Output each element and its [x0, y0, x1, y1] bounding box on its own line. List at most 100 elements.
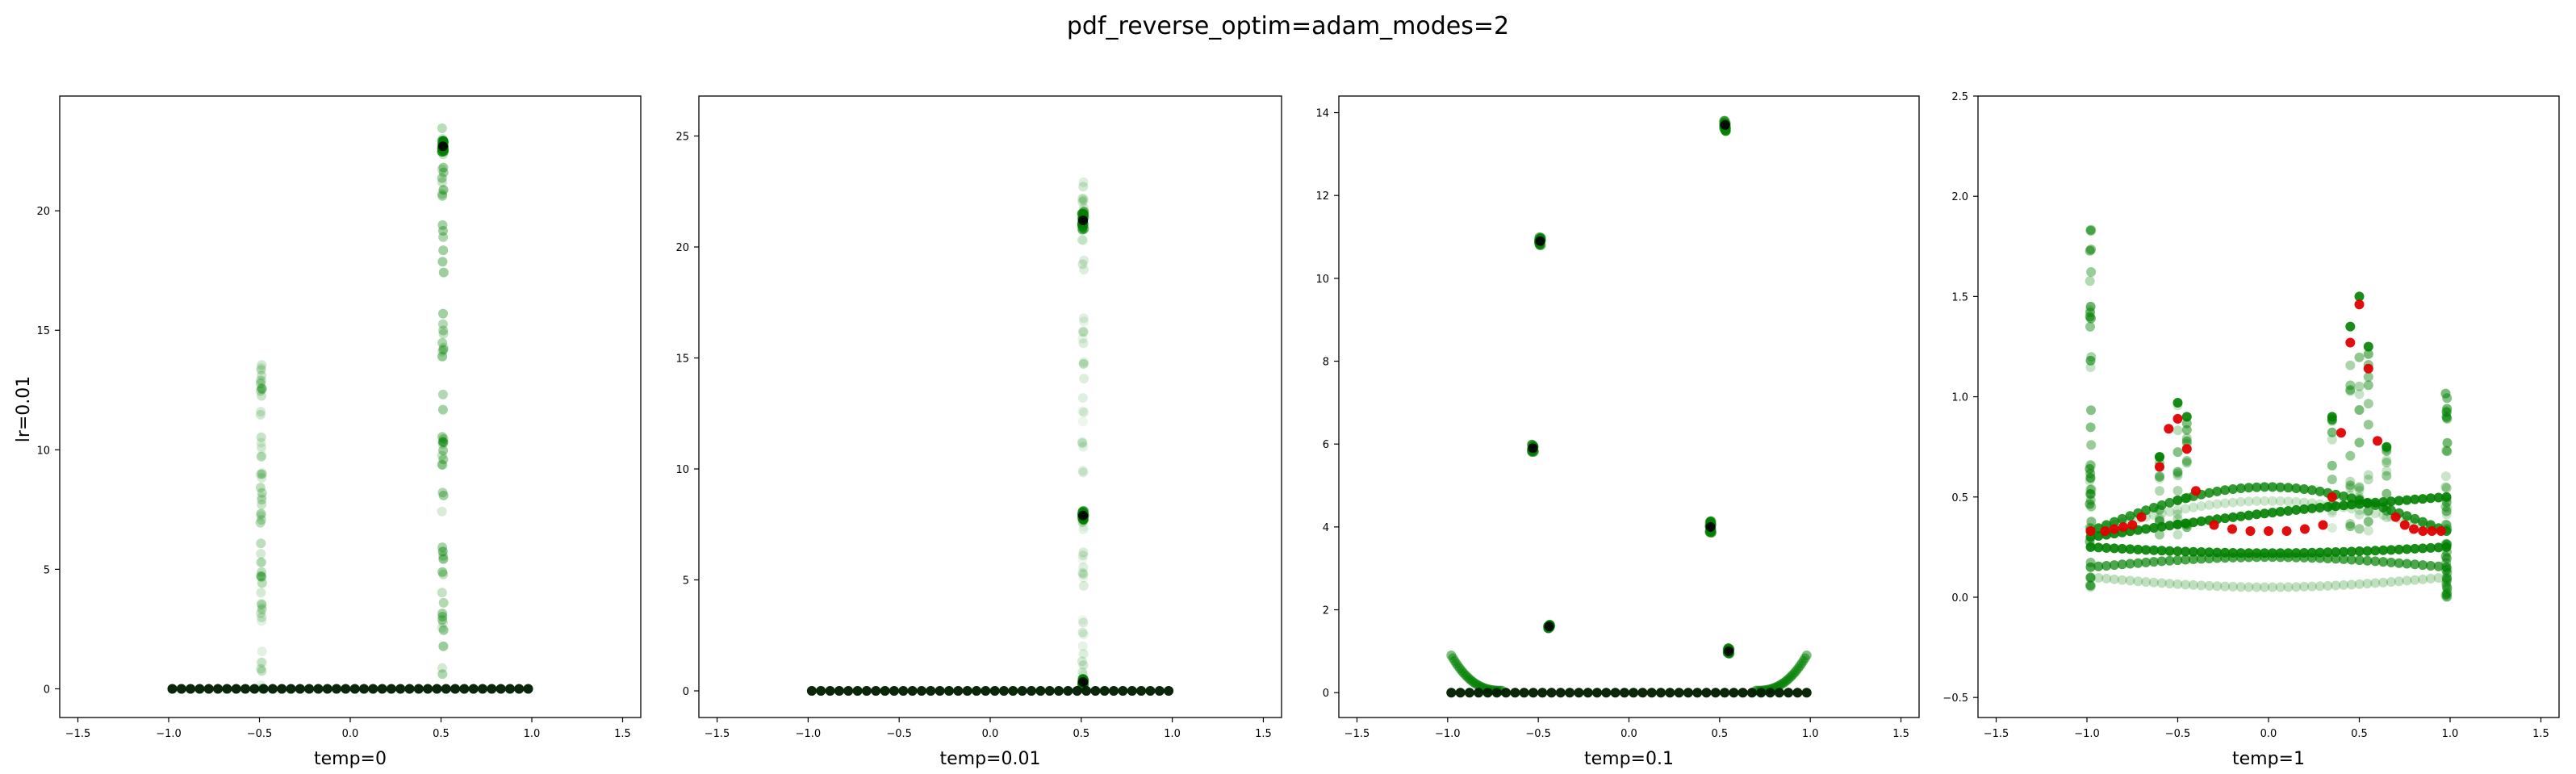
data-point: [2362, 579, 2373, 589]
data-point: [255, 483, 266, 493]
scatter-points: [806, 177, 1174, 696]
data-point: [2378, 497, 2389, 507]
data-point: [2164, 521, 2175, 531]
data-point: [2345, 483, 2356, 493]
data-point: [2410, 494, 2420, 504]
data-point: [2441, 592, 2452, 602]
data-point: [2370, 578, 2381, 588]
final-point: [1665, 688, 1675, 698]
data-point: [2331, 547, 2341, 557]
data-point: [1077, 406, 1088, 416]
data-point: [2148, 577, 2159, 588]
x-tick-label: 1.5: [614, 728, 631, 740]
data-point: [2327, 427, 2337, 437]
data-point: [2244, 510, 2254, 521]
subplot-4: −1.5 −1.0 −0.5 0.0 0.5 1.0 1.5 −0.5 0.0 0.5 1.0 1.5…: [1942, 91, 2560, 769]
data-point: [1077, 438, 1088, 449]
data-point: [2362, 555, 2373, 566]
data-point: [2418, 543, 2428, 554]
data-point: [2440, 551, 2451, 562]
data-point: [2315, 503, 2325, 513]
final-point: [1054, 686, 1064, 696]
data-point: [2227, 552, 2238, 563]
data-point: [1078, 359, 1089, 369]
y-tick-label: 15: [675, 354, 689, 366]
data-point: [2235, 582, 2246, 592]
data-point: [2382, 455, 2392, 465]
final-point: [194, 684, 205, 694]
final-point: [825, 686, 835, 696]
x-tick-label: −1.5: [65, 728, 91, 740]
data-point: [257, 616, 267, 626]
data-point: [437, 542, 448, 553]
data-point: [1078, 236, 1089, 245]
y-tick-label: 25: [675, 132, 689, 144]
x-tick-label: 0.5: [1073, 728, 1089, 740]
data-point: [2181, 554, 2191, 565]
data-point: [2220, 513, 2231, 524]
data-point: [2363, 372, 2373, 382]
data-point: [438, 245, 449, 256]
data-point: [437, 389, 448, 400]
data-point: [2085, 312, 2095, 322]
data-point: [2196, 554, 2206, 564]
data-point: [438, 308, 448, 319]
data-point: [2086, 440, 2097, 450]
data-point: [1078, 562, 1089, 572]
final-point: [437, 141, 448, 152]
data-point: [2148, 545, 2159, 555]
data-point: [255, 375, 266, 386]
data-point: [2172, 425, 2183, 436]
x-tick-label: −1.0: [156, 728, 182, 740]
final-point: [267, 684, 278, 694]
data-point: [2433, 492, 2444, 503]
data-point: [256, 437, 266, 448]
scatter-points: [167, 123, 533, 694]
data-point: [2345, 490, 2356, 500]
data-point: [2346, 554, 2356, 565]
y-tick-label: 0.5: [1951, 492, 1968, 504]
data-point: [2267, 508, 2277, 518]
data-point: [1079, 255, 1089, 266]
data-point: [2354, 381, 2365, 391]
highlight-point: [2155, 462, 2164, 472]
data-point: [256, 657, 266, 667]
data-point: [1077, 416, 1088, 427]
highlight-point: [2318, 520, 2328, 530]
highlight-point: [2164, 424, 2174, 434]
final-point: [852, 686, 863, 696]
final-point: [377, 684, 387, 694]
highlight-point: [2127, 520, 2138, 530]
highlight-point: [2172, 413, 2183, 424]
data-point: [257, 467, 267, 478]
data-point: [2155, 452, 2164, 462]
data-point: [2345, 321, 2356, 332]
data-point: [2441, 538, 2452, 549]
final-point: [871, 686, 881, 696]
data-point: [2085, 558, 2096, 567]
data-point: [437, 460, 448, 471]
final-point: [295, 684, 305, 694]
data-point: [2327, 523, 2337, 533]
highlight-point: [2336, 428, 2346, 438]
data-point: [1077, 466, 1088, 475]
data-point: [257, 450, 267, 461]
final-point: [1127, 686, 1137, 696]
x-tick-label: 0.0: [342, 728, 359, 740]
data-point: [2155, 474, 2164, 484]
data-point: [2212, 581, 2223, 592]
data-point: [2172, 486, 2183, 496]
data-point: [256, 608, 266, 618]
data-point: [2354, 509, 2365, 520]
row-label: lr=0.01: [14, 376, 34, 443]
data-point: [2442, 503, 2453, 513]
highlight-point: [2136, 512, 2147, 522]
data-point: [438, 625, 449, 635]
final-point: [1528, 443, 1538, 454]
y-tick-label: 10: [36, 445, 50, 457]
y-tick-label: 0.0: [1951, 592, 1968, 605]
data-point: [437, 437, 448, 447]
final-point: [1683, 688, 1693, 698]
data-point: [2086, 405, 2096, 416]
data-point: [2148, 510, 2159, 521]
